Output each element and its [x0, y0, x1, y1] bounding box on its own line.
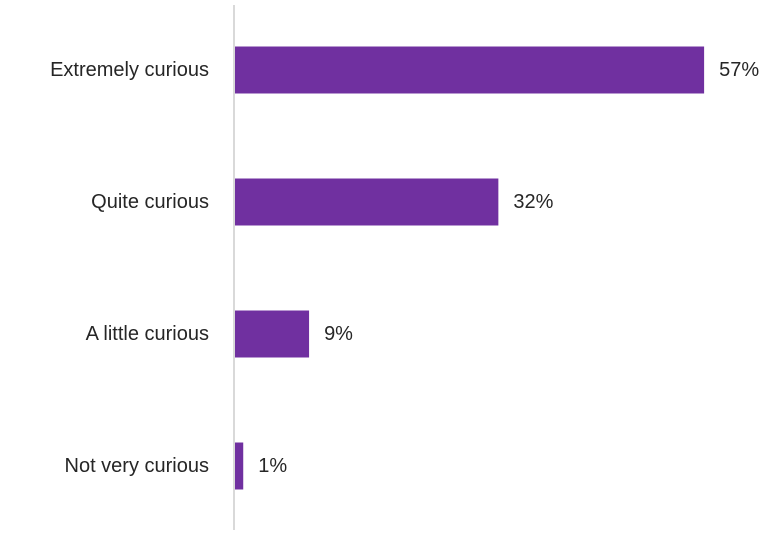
category-label-extremely-curious: Extremely curious	[50, 59, 209, 81]
bar-a-little-curious	[235, 310, 310, 358]
value-label-quite-curious: 32%	[513, 191, 553, 213]
category-label-quite-curious: Quite curious	[91, 191, 209, 213]
value-label-extremely-curious: 57%	[719, 59, 759, 81]
value-label-a-little-curious: 9%	[324, 323, 353, 345]
category-labels-group: Extremely curious Quite curious A little c…	[50, 59, 209, 477]
bar-quite-curious	[235, 178, 499, 226]
bar-not-very-curious	[235, 442, 244, 490]
value-labels-group: 57% 32% 9% 1%	[258, 59, 759, 477]
category-label-not-very-curious: Not very curious	[65, 455, 210, 477]
category-label-a-little-curious: A little curious	[86, 323, 209, 345]
value-label-not-very-curious: 1%	[258, 455, 287, 477]
bars-group	[235, 46, 705, 490]
bar-extremely-curious	[235, 46, 705, 94]
